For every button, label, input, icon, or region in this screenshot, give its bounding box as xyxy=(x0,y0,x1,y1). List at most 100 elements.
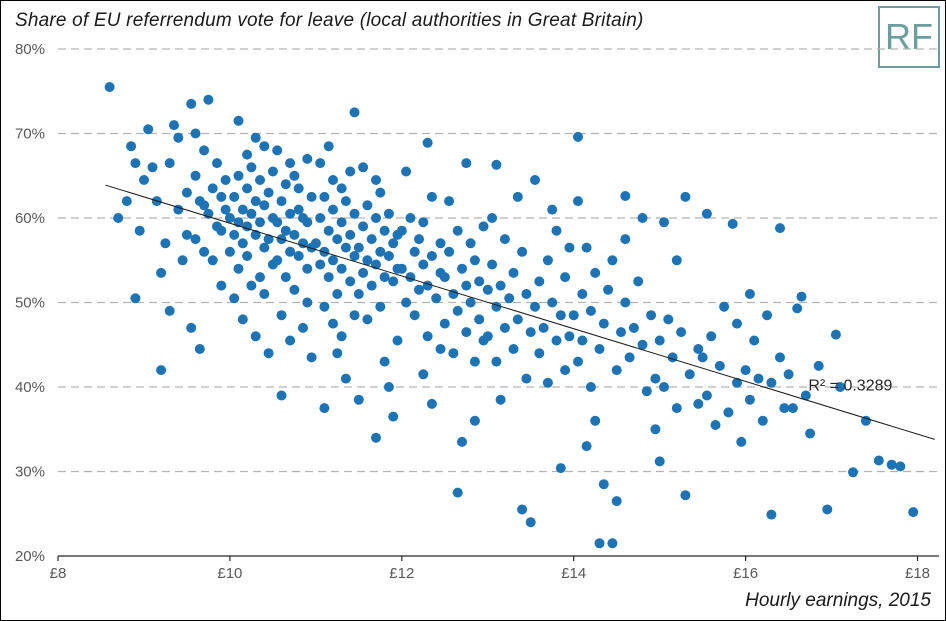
scatter-point xyxy=(224,213,235,223)
scatter-point xyxy=(624,352,635,363)
scatter-point xyxy=(379,272,390,283)
scatter-point xyxy=(289,229,300,240)
scatter-point xyxy=(659,217,669,228)
scatter-point xyxy=(534,348,545,359)
rf-logo: RF xyxy=(878,6,940,68)
scatter-point xyxy=(435,344,446,354)
scatter-point xyxy=(259,141,270,152)
scatter-point xyxy=(650,424,661,435)
scatter-point xyxy=(542,377,553,388)
scatter-point xyxy=(353,289,364,299)
scatter-point xyxy=(375,187,386,198)
scatter-point xyxy=(542,255,553,266)
scatter-point xyxy=(796,291,807,302)
scatter-point xyxy=(156,267,167,278)
scatter-point xyxy=(637,213,648,223)
scatter-point xyxy=(164,305,175,316)
scatter-point xyxy=(246,280,257,291)
scatter-point xyxy=(714,360,725,371)
scatter-point xyxy=(362,314,373,325)
scatter-point xyxy=(461,280,472,291)
scatter-point xyxy=(388,238,399,249)
scatter-point xyxy=(766,377,777,388)
scatter-point xyxy=(147,162,158,173)
scatter-point xyxy=(701,390,712,401)
scatter-point xyxy=(564,242,575,253)
scatter-point xyxy=(130,158,141,169)
x-tick-label: £18 xyxy=(905,565,930,582)
scatter-point xyxy=(285,335,296,346)
scatter-point xyxy=(255,272,265,283)
scatter-point xyxy=(620,234,631,245)
scatter-point xyxy=(280,272,291,283)
scatter-point xyxy=(813,360,824,371)
scatter-point xyxy=(508,267,519,278)
scatter-point xyxy=(736,436,747,447)
scatter-point xyxy=(220,175,231,185)
scatter-point xyxy=(143,124,154,135)
scatter-point xyxy=(431,293,442,304)
scatter-point xyxy=(517,246,528,257)
scatter-point xyxy=(461,158,472,169)
scatter-point xyxy=(448,348,459,359)
scatter-point xyxy=(573,131,583,142)
scatter-point xyxy=(469,415,480,426)
scatter-point xyxy=(555,463,566,474)
scatter-point xyxy=(693,398,704,409)
scatter-point xyxy=(573,196,583,207)
scatter-point xyxy=(886,459,897,470)
scatter-point xyxy=(749,335,760,346)
scatter-point xyxy=(860,415,871,426)
scatter-point xyxy=(409,246,420,257)
scatter-point xyxy=(409,310,420,321)
scatter-point xyxy=(306,352,317,363)
scatter-point xyxy=(487,213,498,223)
scatter-point xyxy=(250,196,261,207)
scatter-point xyxy=(616,327,626,338)
scatter-point xyxy=(259,289,270,299)
scatter-point xyxy=(603,284,614,295)
scatter-point xyxy=(242,251,253,261)
scatter-point xyxy=(873,455,884,466)
y-tick-label: 40% xyxy=(15,379,45,396)
scatter-point xyxy=(315,213,326,223)
scatter-point xyxy=(573,356,583,367)
scatter-point xyxy=(121,196,132,207)
scatter-point xyxy=(371,175,381,185)
scatter-point xyxy=(289,284,300,295)
scatter-point xyxy=(525,517,536,528)
scatter-point xyxy=(757,415,768,426)
scatter-point xyxy=(654,456,665,467)
scatter-point xyxy=(358,162,369,173)
scatter-point xyxy=(328,204,338,215)
scatter-point xyxy=(418,217,429,228)
x-tick-label: £10 xyxy=(217,565,242,582)
scatter-point xyxy=(671,255,682,266)
scatter-point xyxy=(564,331,575,342)
scatter-point xyxy=(160,238,171,249)
scatter-point xyxy=(598,479,609,490)
scatter-point xyxy=(482,284,493,295)
scatter-point xyxy=(590,267,601,278)
scatter-point xyxy=(908,507,919,518)
scatter-point xyxy=(289,170,300,181)
scatter-point xyxy=(469,356,480,367)
scatter-point xyxy=(787,403,798,414)
x-axis-caption: Hourly earnings, 2015 xyxy=(745,590,931,611)
scatter-point xyxy=(216,225,227,236)
scatter-point xyxy=(646,310,657,321)
scatter-point xyxy=(379,356,390,367)
scatter-point xyxy=(353,242,364,253)
scatter-point xyxy=(732,377,742,388)
scatter-point xyxy=(775,223,785,234)
scatter-point xyxy=(671,403,682,414)
scatter-point xyxy=(401,166,412,177)
scatter-point xyxy=(383,382,394,392)
scatter-point xyxy=(487,259,498,270)
scatter-point xyxy=(366,280,377,291)
scatter-point xyxy=(482,331,493,342)
scatter-point xyxy=(405,213,416,223)
trend-line xyxy=(105,184,935,440)
scatter-point xyxy=(723,407,734,418)
